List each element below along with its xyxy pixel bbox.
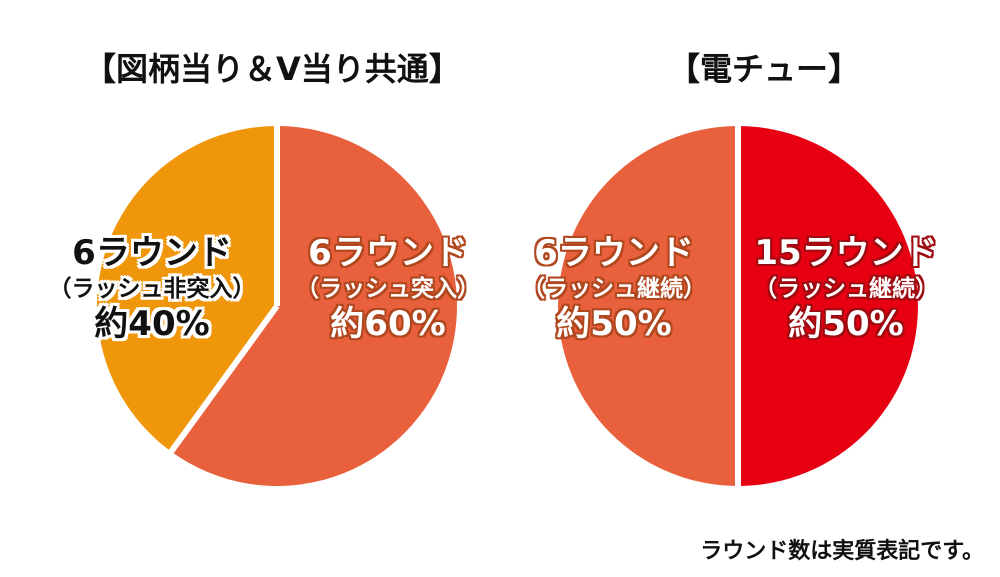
slice-round: 6ラウンド [534,233,694,273]
slice-label-right-2: 15ラウンド （ラッシュ継続） 約50% [754,232,938,346]
slice-pct: 約50% [788,304,904,345]
pie-slice-0-1 [171,126,457,486]
slice-sub: （ラッシュ継続） [522,275,706,302]
slice-sub: （ラッシュ継続） [754,275,938,302]
slice-label-left-1: 6ラウンド （ラッシュ非突入） 約40% [49,232,256,346]
pie-slice-0-0 [97,126,277,452]
slice-round: 15ラウンド [754,233,938,273]
chart-title-right: 【電チュー】 [668,50,861,88]
slice-pct: 約40% [94,304,210,345]
footnote: ラウンド数は実質表記です。 [700,539,984,564]
slice-label-right-1: 6ラウンド （ラッシュ継続） 約50% [522,232,706,346]
slice-pct: 約60% [330,304,446,345]
slice-round: 6ラウンド [72,233,232,273]
pie-separator-0-1 [167,304,280,456]
slice-label-left-2: 6ラウンド （ラッシュ突入） 約60% [296,232,480,346]
slice-pct: 約50% [556,304,672,345]
pie-slice-1-0 [558,126,738,486]
slice-sub: （ラッシュ突入） [296,275,480,302]
chart-title-left: 【図柄当り＆V当り共通】 [84,50,461,88]
pie-slice-1-1 [738,126,918,486]
slice-sub: （ラッシュ非突入） [48,275,256,302]
slice-round: 6ラウンド [308,233,468,273]
